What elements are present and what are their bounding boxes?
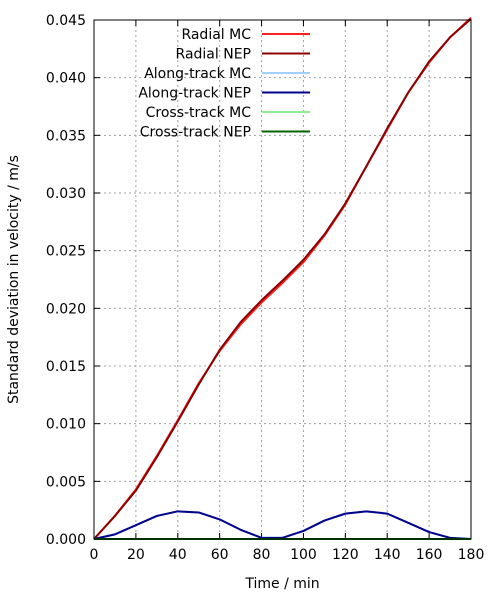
y-tick-label: 0.020 bbox=[46, 301, 86, 317]
legend: Radial MC Radial NEP Along-track MC Along-t… bbox=[138, 27, 310, 141]
series-line-1 bbox=[93, 18, 472, 540]
x-tick-labels: 0 20 40 60 80 100 120 140 160 180 bbox=[90, 547, 485, 563]
plot-frame bbox=[93, 19, 472, 540]
x-tick-label: 120 bbox=[332, 547, 359, 563]
y-axis-label: Standard deviation in velocity / m/s bbox=[6, 155, 22, 404]
y-tick-label: 0.040 bbox=[46, 71, 86, 87]
y-tick-label: 0.035 bbox=[46, 128, 86, 144]
y-tick-label: 0.000 bbox=[46, 532, 86, 548]
x-tick-label: 180 bbox=[458, 547, 485, 563]
x-tick-label: 100 bbox=[290, 547, 317, 563]
y-tick-label: 0.025 bbox=[46, 244, 86, 260]
y-tick-label: 0.030 bbox=[46, 186, 86, 202]
legend-label: Cross-track NEP bbox=[140, 125, 251, 141]
legend-label: Along-track NEP bbox=[138, 86, 251, 102]
grid bbox=[94, 20, 471, 539]
x-axis-label: Time / min bbox=[244, 576, 319, 592]
x-tick-label: 140 bbox=[374, 547, 401, 563]
y-tick-label: 0.015 bbox=[46, 359, 86, 375]
x-tick-label: 60 bbox=[211, 547, 229, 563]
legend-label: Radial MC bbox=[181, 27, 251, 43]
legend-label: Radial NEP bbox=[176, 47, 251, 63]
y-tick-label: 0.010 bbox=[46, 417, 86, 433]
x-tick-label: 20 bbox=[127, 547, 145, 563]
series-line-3 bbox=[93, 510, 472, 540]
legend-label: Cross-track MC bbox=[146, 105, 252, 121]
y-tick-label: 0.005 bbox=[46, 474, 86, 490]
x-tick-label: 0 bbox=[90, 547, 99, 563]
x-tick-label: 80 bbox=[253, 547, 271, 563]
x-tick-label: 40 bbox=[169, 547, 187, 563]
x-tick-label: 160 bbox=[416, 547, 443, 563]
legend-label: Along-track MC bbox=[144, 66, 251, 82]
y-tick-label: 0.045 bbox=[46, 13, 86, 29]
y-tick-labels: 0.000 0.005 0.010 0.015 0.020 0.025 0.030 0.035… bbox=[46, 13, 86, 548]
